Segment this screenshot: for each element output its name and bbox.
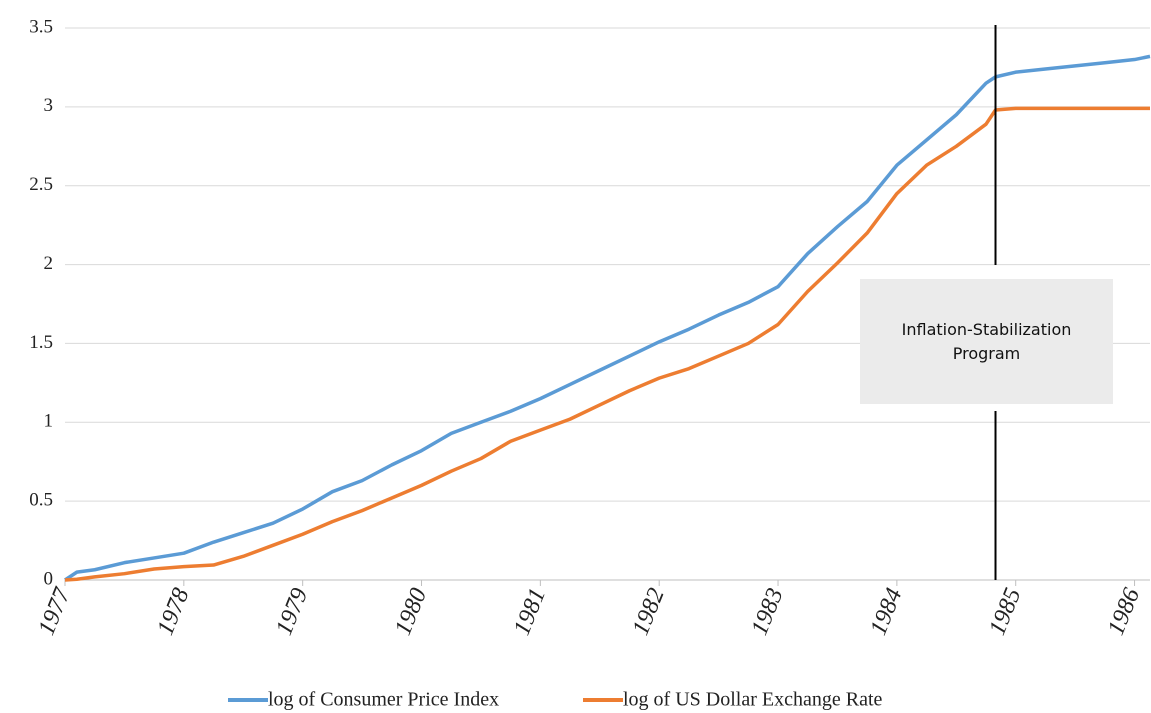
x-tick-label: 1981	[509, 585, 551, 639]
y-tick-label: 0	[44, 568, 54, 589]
x-tick-label: 1980	[390, 585, 432, 639]
y-tick-label: 2	[44, 253, 54, 274]
annotation: Inflation-Stabilization Program	[860, 279, 1113, 404]
y-tick-label: 2.5	[29, 174, 53, 195]
x-tick-label: 1986	[1103, 585, 1145, 639]
x-tick-label: 1977	[34, 584, 76, 639]
x-tick-label: 1982	[628, 585, 670, 639]
x-tick-label: 1979	[271, 585, 313, 639]
x-tick-label: 1985	[984, 585, 1026, 639]
x-tick-label: 1984	[865, 585, 907, 639]
y-tick-label: 3.5	[29, 16, 53, 37]
y-tick-label: 1.5	[29, 332, 53, 353]
y-tick-label: 1	[44, 411, 54, 432]
y-tick-label: 0.5	[29, 490, 53, 511]
series-line	[64, 54, 1151, 582]
x-tick-label: 1978	[152, 585, 194, 639]
y-tick-label: 3	[44, 95, 54, 116]
legend-label: log of Consumer Price Index	[268, 689, 499, 711]
x-tick-label: 1983	[747, 585, 789, 639]
series-line	[64, 106, 1150, 582]
legend-label: log of US Dollar Exchange Rate	[623, 689, 882, 711]
